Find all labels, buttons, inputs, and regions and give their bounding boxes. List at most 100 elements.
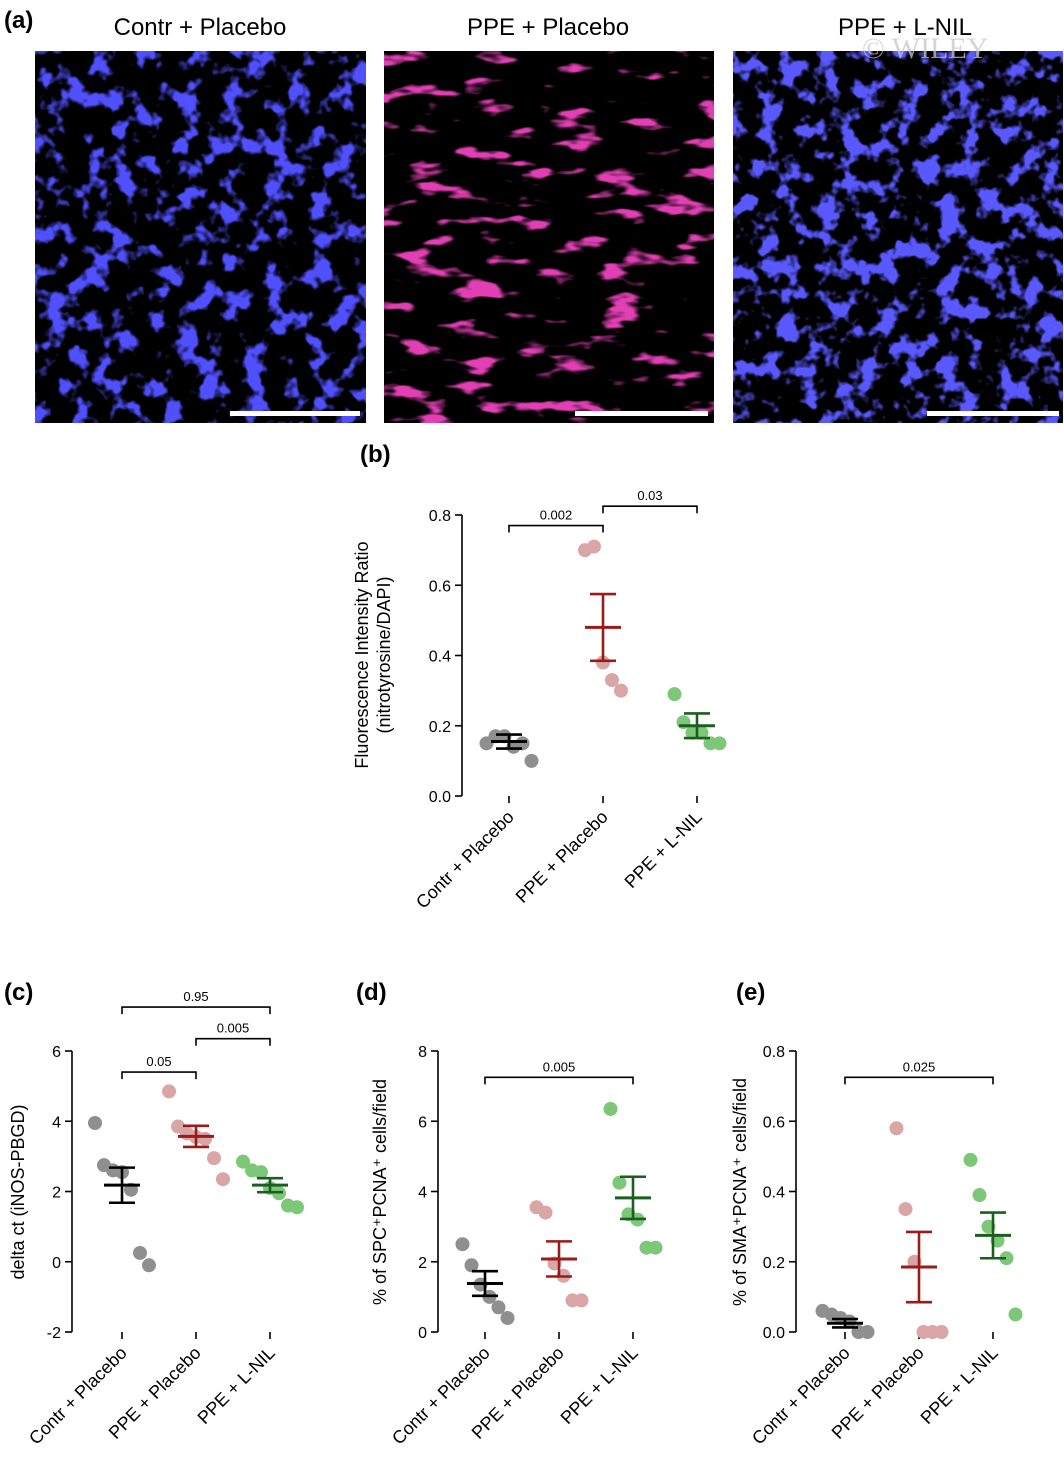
p-value-label: 0.05 (146, 1054, 171, 1069)
p-value-label: 0.025 (903, 1059, 936, 1074)
data-point (198, 1131, 212, 1146)
significance-bracket (484, 1076, 634, 1085)
x-category-label: PPE + L-NIL (917, 1343, 1002, 1428)
p-value-label: 0.002 (540, 508, 573, 523)
watermark: © WILEY (862, 32, 988, 65)
y-axis-label: % of SPC⁺PCNA⁺ cells/field (370, 1079, 390, 1305)
significance-bracket (508, 524, 604, 533)
data-point (712, 736, 727, 751)
micrograph-tissue (35, 51, 366, 423)
data-point (207, 1151, 221, 1166)
y-tick-label: 6 (52, 1044, 61, 1061)
y-tick-label: 6 (418, 1114, 427, 1131)
x-category-label: PPE + Placebo (512, 807, 612, 907)
x-category-label: Contr + Placebo (412, 807, 518, 913)
y-tick-label: 0 (418, 1325, 427, 1342)
data-point (216, 1172, 230, 1187)
y-tick-label: 0.6 (429, 578, 451, 595)
scale-bar (230, 411, 360, 416)
data-point (455, 1237, 470, 1252)
y-tick-label: 0.4 (763, 1185, 785, 1202)
y-tick-label: 8 (418, 1044, 427, 1061)
p-value-label: 0.005 (543, 1059, 576, 1074)
data-point (612, 1175, 627, 1190)
data-point (133, 1245, 147, 1260)
y-tick-label: 4 (418, 1185, 427, 1202)
x-category-label: PPE + L-NIL (557, 1343, 642, 1428)
scale-bar (927, 411, 1059, 416)
y-axis-label: (nitrotyrosine/DAPI) (374, 576, 394, 733)
x-category-label: PPE + L-NIL (621, 807, 706, 892)
y-tick-label: -2 (47, 1325, 61, 1342)
data-point (142, 1258, 156, 1273)
data-point (574, 1293, 589, 1308)
significance-bracket (121, 1071, 197, 1080)
data-point (963, 1152, 978, 1167)
significance-bracket (602, 505, 698, 514)
significance-bracket (121, 1006, 271, 1015)
data-point (934, 1325, 949, 1339)
micrograph-tissue (384, 51, 714, 423)
data-point (491, 1300, 506, 1315)
panel-a-letter: (a) (4, 7, 33, 34)
micrograph-ppe-placebo: PPE + Placebo (384, 14, 714, 423)
data-point (667, 687, 682, 702)
y-tick-label: 0.0 (429, 789, 451, 806)
data-point (500, 1310, 515, 1325)
data-point (596, 655, 610, 670)
scale-bar (575, 411, 708, 416)
micrograph-tissue (733, 51, 1063, 423)
panel-letter: (c) (4, 979, 33, 1006)
micrograph-title: PPE + L-NIL (838, 14, 972, 41)
p-value-label: 0.005 (217, 1021, 250, 1036)
micrograph-title: PPE + Placebo (467, 14, 629, 41)
y-tick-label: 0.8 (429, 508, 451, 525)
p-value-label: 0.95 (183, 989, 208, 1004)
data-point (515, 736, 530, 751)
significance-bracket (844, 1076, 994, 1085)
data-point (614, 683, 628, 698)
micrograph-title: Contr + Placebo (114, 14, 287, 41)
data-point (1008, 1307, 1023, 1322)
data-point (236, 1154, 250, 1169)
y-tick-label: 0.4 (429, 649, 451, 666)
data-point (603, 1101, 618, 1116)
y-tick-label: 4 (52, 1114, 61, 1131)
x-category-label: PPE + L-NIL (194, 1343, 279, 1428)
y-tick-label: 0 (52, 1255, 61, 1272)
data-point (538, 1205, 553, 1220)
significance-bracket (195, 1037, 271, 1046)
data-point (254, 1165, 268, 1180)
y-tick-label: 2 (418, 1255, 427, 1272)
data-point (290, 1200, 304, 1215)
y-axis-label: delta ct (iNOS-PBGD) (8, 1104, 28, 1279)
data-point (999, 1251, 1014, 1266)
chart-b: (b) 0.0 0.2 0.4 0.6 0.8 Fluorescence Intensity… (352, 441, 727, 912)
micrograph-contr-placebo: Contr + Placebo (35, 14, 366, 423)
data-point (605, 673, 619, 688)
data-point (889, 1121, 904, 1136)
data-point (162, 1084, 176, 1099)
y-tick-label: 0.0 (763, 1325, 785, 1342)
data-point (524, 753, 539, 768)
data-point (587, 539, 601, 554)
y-tick-label: 0.2 (763, 1255, 785, 1272)
data-point (860, 1325, 875, 1339)
data-point (88, 1116, 102, 1131)
y-tick-label: 0.2 (429, 719, 451, 736)
data-point (898, 1202, 913, 1217)
data-point (972, 1188, 987, 1203)
data-point (648, 1240, 663, 1255)
y-tick-label: 2 (52, 1185, 61, 1202)
panel-letter: (d) (356, 979, 387, 1006)
y-tick-label: 0.6 (763, 1114, 785, 1131)
y-tick-label: 0.8 (763, 1044, 785, 1061)
p-value-label: 0.03 (637, 488, 662, 503)
chart-e: (e) 0.0 0.2 0.4 0.6 0.8 % of SMA⁺PCNA⁺ cells/f… (730, 979, 1023, 1448)
data-point (464, 1258, 479, 1273)
y-axis-label: Fluorescence Intensity Ratio (352, 541, 372, 768)
panel-letter: (e) (736, 979, 765, 1006)
